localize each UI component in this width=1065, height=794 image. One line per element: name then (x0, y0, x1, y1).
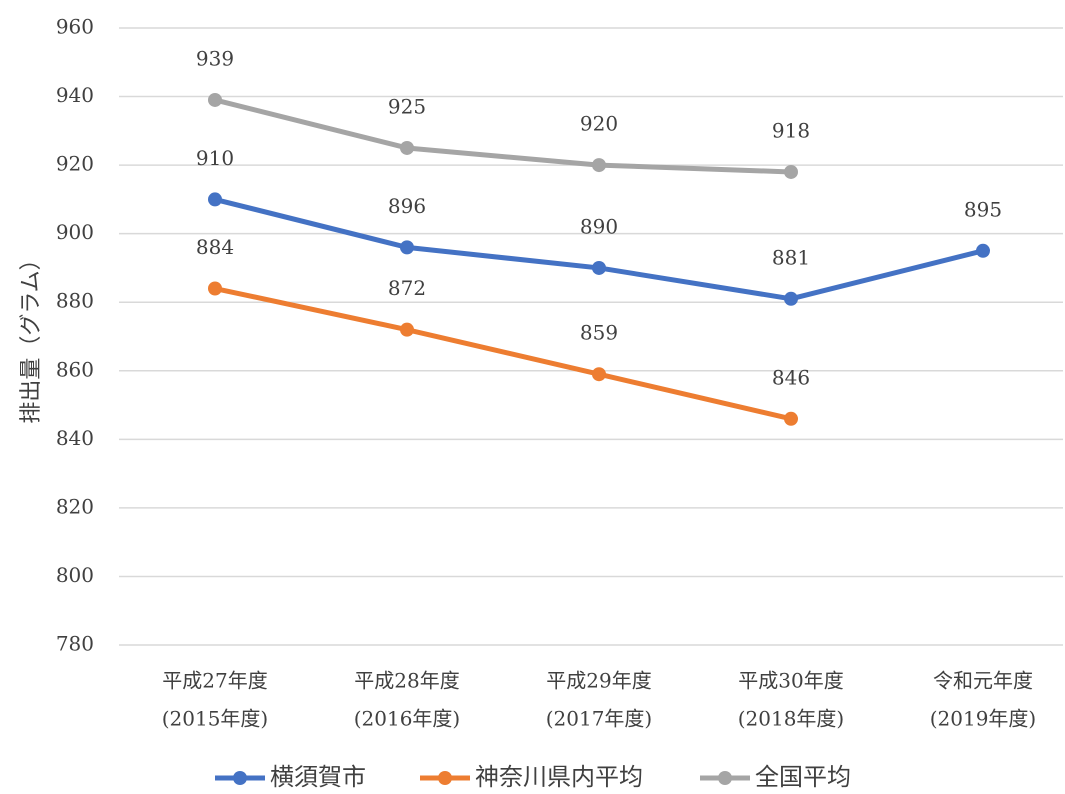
data-point (976, 243, 990, 258)
data-label: 872 (388, 276, 426, 300)
data-point (784, 291, 798, 306)
data-label: 881 (772, 245, 810, 269)
legend-label: 全国平均 (755, 763, 851, 791)
y-tick-label: 960 (56, 15, 94, 39)
x-tick-label: (2015年度) (162, 707, 269, 731)
x-tick-label: 平成29年度 (546, 669, 651, 693)
legend-marker (438, 771, 452, 785)
x-tick-label: (2019年度) (930, 707, 1037, 731)
x-tick-label: 令和元年度 (933, 669, 1033, 693)
x-tick-label: (2016年度) (354, 707, 461, 731)
legend-marker (233, 771, 247, 785)
data-point (784, 164, 798, 179)
x-tick-label: (2018年度) (738, 707, 845, 731)
legend-label: 横須賀市 (270, 763, 366, 791)
data-point (784, 411, 798, 426)
data-point (400, 240, 414, 255)
data-label: 896 (388, 194, 426, 218)
series-line (214, 97, 792, 175)
x-tick-label: 平成28年度 (354, 669, 459, 693)
y-tick-label: 800 (56, 563, 94, 587)
data-label: 920 (580, 112, 618, 136)
data-point (592, 260, 606, 275)
x-tick-label: (2017年度) (546, 707, 653, 731)
y-tick-label: 920 (56, 152, 94, 176)
x-tick-label: 平成30年度 (738, 669, 843, 693)
y-tick-label: 820 (56, 494, 94, 518)
x-tick-label: 平成27年度 (162, 669, 267, 693)
data-point (400, 322, 414, 337)
data-label: 846 (772, 365, 810, 389)
y-tick-label: 880 (56, 289, 94, 313)
legend-marker (718, 771, 732, 785)
y-tick-label: 840 (56, 426, 94, 450)
data-label: 939 (196, 46, 234, 70)
data-point (208, 281, 222, 296)
data-label: 910 (196, 146, 234, 170)
legend: 横須賀市 神奈川県内平均 全国平均 (215, 763, 851, 791)
y-tick-label: 860 (56, 357, 94, 381)
data-label: 884 (196, 235, 234, 259)
series-line (214, 286, 792, 422)
y-tick-label: 900 (56, 220, 94, 244)
data-label: 859 (580, 321, 618, 345)
data-point (208, 92, 222, 107)
data-point (592, 158, 606, 173)
y-axis-label: 排出量（グラム） (19, 248, 44, 423)
data-point (400, 140, 414, 155)
data-label: 895 (964, 197, 1002, 221)
y-tick-label: 780 (56, 632, 94, 656)
data-point (592, 367, 606, 382)
data-label: 890 (580, 214, 618, 238)
y-tick-label: 940 (56, 83, 94, 107)
data-label: 925 (388, 94, 426, 118)
data-point (208, 192, 222, 207)
legend-label: 神奈川県内平均 (475, 763, 643, 791)
data-label: 918 (772, 118, 810, 142)
